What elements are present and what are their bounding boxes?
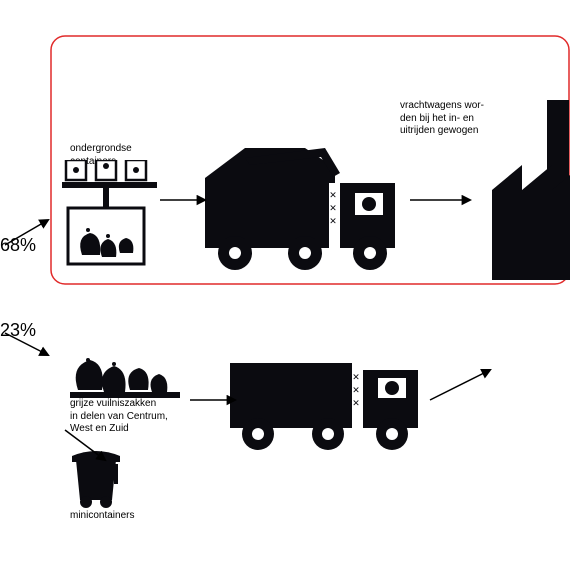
flow-arrows (0, 0, 570, 570)
